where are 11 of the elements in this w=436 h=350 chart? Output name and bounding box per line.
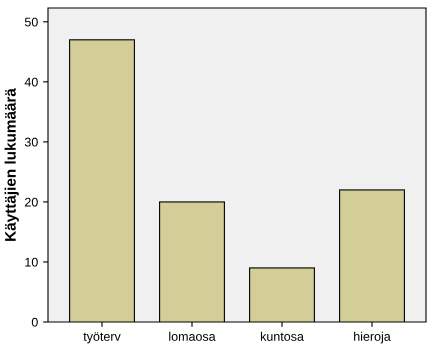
y-tick-label: 10	[25, 258, 38, 267]
x-tick-label: lomaosa	[169, 332, 216, 341]
y-tick-label: 40	[24, 78, 38, 86]
y-tick-label: 50	[24, 18, 38, 26]
y-tick-label: 0	[32, 318, 38, 327]
x-tick-label: työterv	[83, 332, 121, 344]
y-tick-label: 30	[24, 138, 38, 147]
x-tick-label: hieroja	[354, 332, 391, 344]
x-tick-label: kuntosa	[260, 332, 304, 341]
y-axis-title: Käyttäjien lukumäärä	[4, 88, 19, 241]
y-tick-label: 20	[25, 198, 38, 207]
